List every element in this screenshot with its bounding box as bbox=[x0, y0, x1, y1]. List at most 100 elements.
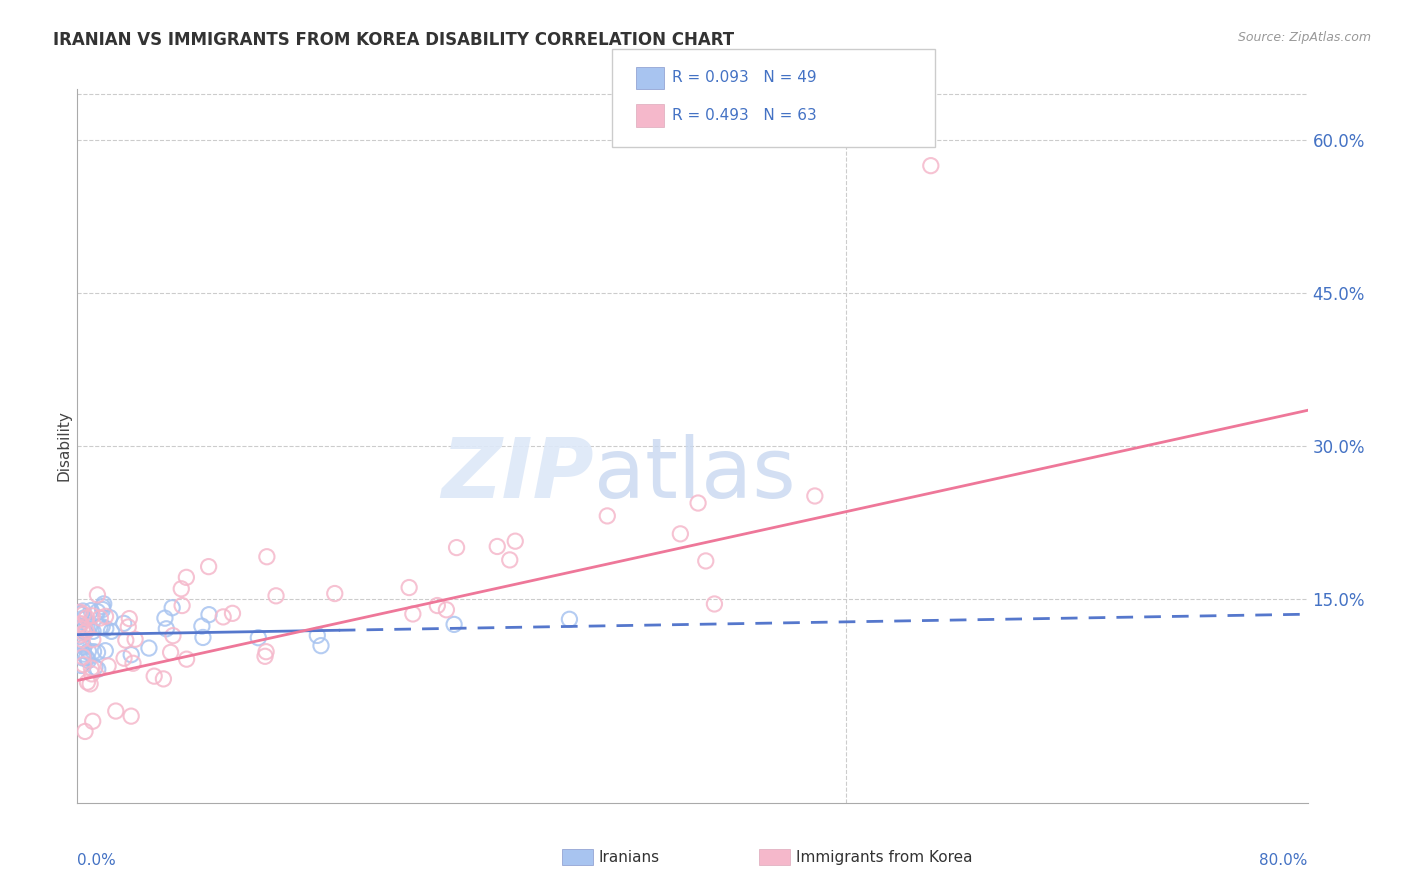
Point bbox=[73, 647, 96, 661]
Point bbox=[72, 611, 94, 625]
Point bbox=[100, 624, 122, 639]
Point bbox=[80, 666, 103, 681]
Point bbox=[80, 661, 103, 675]
Point bbox=[82, 624, 104, 639]
Point bbox=[398, 581, 420, 595]
Text: atlas: atlas bbox=[595, 434, 796, 515]
Point bbox=[69, 607, 91, 622]
Point bbox=[80, 603, 103, 617]
Point bbox=[73, 626, 96, 640]
Text: ZIP: ZIP bbox=[441, 434, 595, 515]
Point bbox=[596, 508, 619, 523]
Point bbox=[73, 724, 96, 739]
Point bbox=[67, 630, 90, 644]
Point bbox=[426, 599, 449, 613]
Text: Immigrants from Korea: Immigrants from Korea bbox=[796, 850, 973, 864]
Point bbox=[197, 559, 219, 574]
Point bbox=[87, 662, 110, 676]
Point bbox=[70, 616, 93, 631]
Point bbox=[143, 669, 166, 683]
Point bbox=[124, 632, 146, 647]
Point bbox=[69, 628, 91, 642]
Point bbox=[94, 644, 117, 658]
Point bbox=[117, 620, 139, 634]
Point bbox=[73, 624, 96, 638]
Point bbox=[253, 649, 276, 664]
Point bbox=[86, 588, 108, 602]
Point bbox=[212, 610, 235, 624]
Point bbox=[73, 612, 96, 626]
Point bbox=[686, 496, 709, 510]
Point bbox=[70, 658, 93, 673]
Point bbox=[82, 632, 104, 647]
Point bbox=[69, 616, 91, 631]
Point bbox=[73, 640, 96, 655]
Point bbox=[70, 634, 93, 648]
Point bbox=[254, 645, 277, 659]
Point bbox=[138, 641, 160, 656]
Point bbox=[503, 534, 526, 549]
Point bbox=[69, 605, 91, 619]
Point bbox=[558, 612, 581, 626]
Point bbox=[499, 553, 522, 567]
Point bbox=[176, 652, 198, 666]
Point bbox=[160, 600, 183, 615]
Point bbox=[804, 489, 827, 503]
Y-axis label: Disability: Disability bbox=[56, 410, 72, 482]
Point bbox=[486, 540, 509, 554]
Point bbox=[91, 602, 114, 616]
Point bbox=[221, 607, 243, 621]
Point bbox=[264, 589, 287, 603]
Point bbox=[247, 631, 270, 645]
Point bbox=[323, 586, 346, 600]
Point bbox=[70, 638, 93, 652]
Point bbox=[191, 631, 214, 645]
Point bbox=[70, 632, 93, 647]
Point bbox=[84, 660, 107, 674]
Point bbox=[89, 611, 111, 625]
Point bbox=[198, 607, 221, 622]
Point bbox=[669, 526, 692, 541]
Point bbox=[70, 622, 93, 636]
Point bbox=[72, 604, 94, 618]
Point bbox=[176, 570, 198, 584]
Point bbox=[94, 622, 117, 636]
Point bbox=[94, 609, 117, 624]
Point bbox=[920, 159, 942, 173]
Point bbox=[118, 611, 141, 625]
Point bbox=[114, 633, 136, 648]
Point bbox=[67, 606, 90, 620]
Text: 0.0%: 0.0% bbox=[77, 853, 117, 868]
Point bbox=[162, 629, 184, 643]
Point bbox=[97, 659, 120, 673]
Point bbox=[155, 622, 177, 636]
Point bbox=[446, 541, 468, 555]
Point bbox=[436, 603, 458, 617]
Point bbox=[695, 554, 717, 568]
Point bbox=[191, 619, 214, 633]
Point bbox=[83, 645, 105, 659]
Point bbox=[91, 620, 114, 634]
Point bbox=[153, 611, 176, 625]
Point bbox=[402, 607, 425, 621]
Point bbox=[112, 651, 135, 665]
Point bbox=[82, 714, 104, 729]
Point bbox=[86, 605, 108, 619]
Point bbox=[256, 549, 278, 564]
Point bbox=[122, 657, 145, 671]
Point bbox=[75, 624, 97, 639]
Text: IRANIAN VS IMMIGRANTS FROM KOREA DISABILITY CORRELATION CHART: IRANIAN VS IMMIGRANTS FROM KOREA DISABIL… bbox=[53, 31, 734, 49]
Point bbox=[79, 677, 101, 691]
Point bbox=[67, 637, 90, 651]
Point bbox=[86, 645, 108, 659]
Point bbox=[112, 616, 135, 631]
Point bbox=[72, 619, 94, 633]
Text: 80.0%: 80.0% bbox=[1260, 853, 1308, 868]
Point bbox=[79, 619, 101, 633]
Point bbox=[307, 628, 329, 642]
Point bbox=[170, 582, 193, 596]
Point bbox=[91, 599, 114, 614]
Point bbox=[93, 597, 115, 611]
Text: Iranians: Iranians bbox=[599, 850, 659, 864]
Point bbox=[76, 611, 98, 625]
